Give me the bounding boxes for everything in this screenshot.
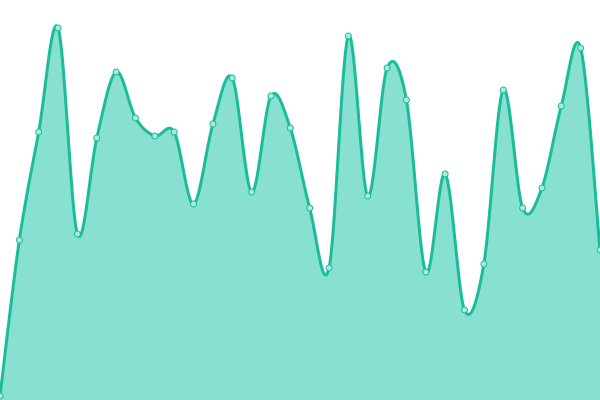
data-point-4 xyxy=(73,230,81,238)
data-point-18 xyxy=(344,32,352,40)
data-point-13 xyxy=(248,188,256,196)
data-point-16 xyxy=(306,204,314,212)
data-point-26 xyxy=(499,86,507,94)
data-point-24 xyxy=(461,306,469,314)
data-point-8 xyxy=(151,132,159,140)
data-point-14 xyxy=(267,92,275,100)
data-point-21 xyxy=(402,96,410,104)
data-point-12 xyxy=(228,74,236,82)
data-point-22 xyxy=(422,268,430,276)
data-point-0 xyxy=(0,392,4,400)
data-point-2 xyxy=(35,128,43,136)
data-point-3 xyxy=(54,24,62,32)
data-point-28 xyxy=(538,184,546,192)
data-point-29 xyxy=(557,102,565,110)
data-point-1 xyxy=(15,236,23,244)
data-point-6 xyxy=(112,68,120,76)
data-point-17 xyxy=(325,264,333,272)
data-point-19 xyxy=(364,192,372,200)
data-point-11 xyxy=(209,120,217,128)
data-point-20 xyxy=(383,64,391,72)
data-points xyxy=(0,24,600,400)
data-point-25 xyxy=(480,260,488,268)
data-point-27 xyxy=(519,204,527,212)
data-point-7 xyxy=(131,114,139,122)
data-point-10 xyxy=(190,200,198,208)
data-point-5 xyxy=(93,134,101,142)
data-point-23 xyxy=(441,170,449,178)
data-point-31 xyxy=(596,246,600,254)
data-point-30 xyxy=(577,44,585,52)
data-point-15 xyxy=(286,124,294,132)
area-fill xyxy=(0,25,600,400)
data-point-9 xyxy=(170,128,178,136)
